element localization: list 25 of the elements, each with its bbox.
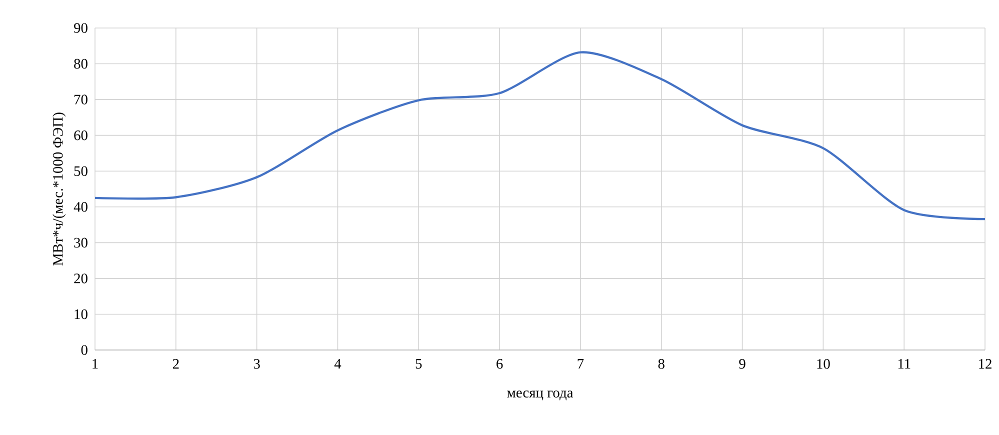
y-tick-label: 70 <box>74 94 88 104</box>
y-tick-label: 50 <box>74 166 88 176</box>
x-tick-label: 1 <box>92 359 98 369</box>
x-tick-label: 6 <box>496 359 503 369</box>
x-tick-label: 10 <box>817 359 830 369</box>
y-tick-label: 60 <box>74 130 88 140</box>
x-tick-label: 8 <box>658 359 664 369</box>
x-tick-label: 11 <box>898 359 910 369</box>
y-axis-title: МВт*ч/(мес.*1000 ФЭП) <box>52 112 66 266</box>
x-tick-label: 9 <box>739 359 746 369</box>
y-tick-label: 40 <box>74 202 88 212</box>
line-series <box>94 51 986 220</box>
x-tick-label: 3 <box>254 359 260 369</box>
x-axis-title: месяц года <box>507 390 574 400</box>
x-tick-label: 2 <box>172 359 179 369</box>
x-tick-label: 5 <box>416 359 422 369</box>
y-tick-label: 80 <box>74 58 88 69</box>
x-tick-label: 4 <box>334 359 342 369</box>
y-tick-label: 20 <box>74 274 88 284</box>
y-tick-label: 10 <box>74 309 88 320</box>
y-tick-label: 30 <box>74 238 88 248</box>
x-tick-label: 12 <box>979 359 992 369</box>
y-tick-label: 90 <box>74 23 88 33</box>
x-tick-label: 7 <box>578 359 584 368</box>
y-tick-label: 0 <box>81 345 88 355</box>
